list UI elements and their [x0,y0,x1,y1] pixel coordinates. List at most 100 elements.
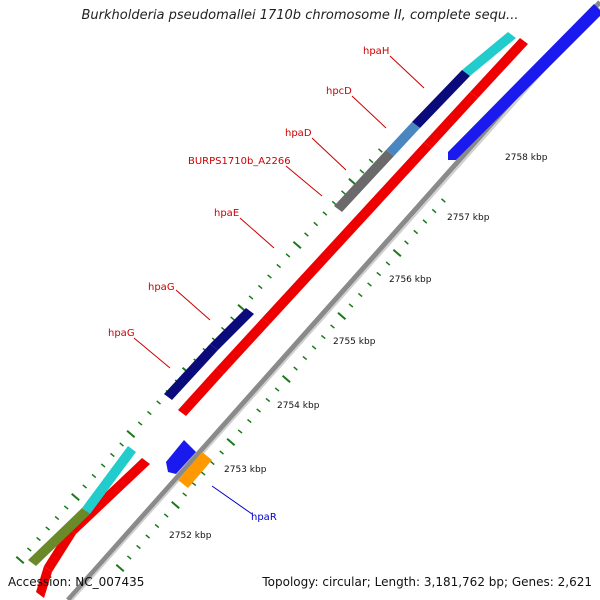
tick-mark [163,513,169,518]
tick-mark [340,190,346,195]
gene-box-hpcD[interactable] [386,122,420,156]
gene-label-hpaH[interactable]: hpaH [363,46,389,57]
tick-mark [348,303,354,308]
tick-mark [126,555,132,560]
gene-box-hpaH[interactable] [412,70,470,128]
gene-arrow[interactable] [178,368,224,416]
tick-mark [191,481,197,487]
tick-mark [100,463,106,468]
tick-mark [63,505,69,510]
tick-mark [368,158,374,164]
tick-mark [331,200,337,206]
gene-label-hpaG[interactable]: hpaG [148,282,175,293]
gene-label-BURPS1710b_A2266[interactable]: BURPS1710b_A2266 [188,156,291,167]
kbp-label: 2756 kbp [389,275,432,285]
kbp-label: 2754 kbp [277,401,320,411]
tick-mark [256,408,261,413]
tick-mark [337,311,347,321]
kbp-label: 2753 kbp [224,465,267,475]
map-title: Burkholderia pseudomallei 1710b chromoso… [81,8,519,23]
tick-mark [26,547,32,552]
tick-mark [91,473,97,479]
tick-mark [359,169,365,174]
tick-mark [136,544,141,550]
gene-label-hpaG-2[interactable]: hpaG [108,328,135,339]
kbp-label: 2758 kbp [505,153,548,163]
tick-mark [210,460,215,466]
tick-mark [377,148,383,153]
tick-mark [293,366,298,371]
gene-label-hpcD[interactable]: hpcD [326,86,352,97]
tick-mark [45,526,51,531]
gene-label-hpaR[interactable]: hpaR [251,512,277,523]
kbp-label: 2757 kbp [447,213,490,223]
tick-mark [126,429,136,439]
tick-mark [171,500,180,510]
genome-backbone-shadow [71,7,600,600]
gene-labels: hpaH hpcD hpaD BURPS1710b_A2266 hpaE hpa… [108,46,389,523]
topology-text: Topology: circular; Length: 3,181,762 bp… [262,575,592,589]
tick-mark [304,232,309,237]
tick-mark [54,515,60,521]
tick-mark [36,536,41,542]
kbp-labels: 2752 kbp 2753 kbp 2754 kbp 2755 kbp 2756… [169,153,548,541]
gene-arrow[interactable] [216,318,270,374]
gene-label-hpaD[interactable]: hpaD [285,128,312,139]
tick-mark [82,484,88,489]
gene-label-hpaE[interactable]: hpaE [214,208,239,219]
forward-strand-lane [36,38,528,598]
gene-box-hpaG-2[interactable] [164,344,218,400]
tick-mark [230,316,235,321]
feature-lane [28,32,516,566]
gene-box-hpaD[interactable] [334,150,394,212]
tick-mark [110,452,115,458]
tick-mark [137,421,143,426]
tick-mark [413,229,419,235]
gene-arrow[interactable] [36,566,52,598]
tick-mark [119,442,124,447]
gene-box-olive[interactable] [28,508,90,566]
gene-box-cyan-2[interactable] [82,446,136,514]
tick-mark [311,345,317,350]
tick-mark [330,324,335,329]
gene-arrow-blue[interactable] [448,4,600,160]
tick-mark [404,240,409,245]
gene-arrow-blue-small[interactable] [166,440,196,474]
tick-mark [200,471,206,476]
gene-arrow[interactable] [262,142,432,324]
kbp-label: 2755 kbp [333,337,376,347]
gene-box-cyan[interactable] [462,32,516,76]
tick-mark [237,429,243,434]
tick-mark [357,292,363,298]
gene-arrow[interactable] [424,92,478,148]
tick-mark [71,492,80,502]
accession-text: Accession: NC_007435 [8,575,145,589]
tick-mark [248,295,254,300]
tick-mark [385,261,391,266]
leader-lines [133,55,425,515]
gene-box-hpaR[interactable] [178,452,212,488]
gene-box-hpaG-1[interactable] [210,308,254,350]
kbp-label: 2752 kbp [169,531,212,541]
tick-mark [115,563,125,573]
tick-mark [313,221,319,227]
tick-mark [320,334,326,340]
tick-mark [431,208,437,214]
tick-mark [265,397,271,403]
tick-mark [367,282,372,287]
tick-mark [257,284,263,290]
tick-mark [292,240,302,250]
tick-mark [422,219,428,224]
tick-mark [376,271,382,277]
reverse-strand-lane [166,4,600,488]
gene-arrow[interactable] [44,528,76,572]
tick-mark [276,263,282,269]
tick-mark [392,248,402,258]
tick-mark [302,355,308,361]
tick-mark [154,523,160,529]
tick-mark [15,555,25,565]
gene-arrow[interactable] [470,38,528,98]
tick-mark [440,198,446,203]
